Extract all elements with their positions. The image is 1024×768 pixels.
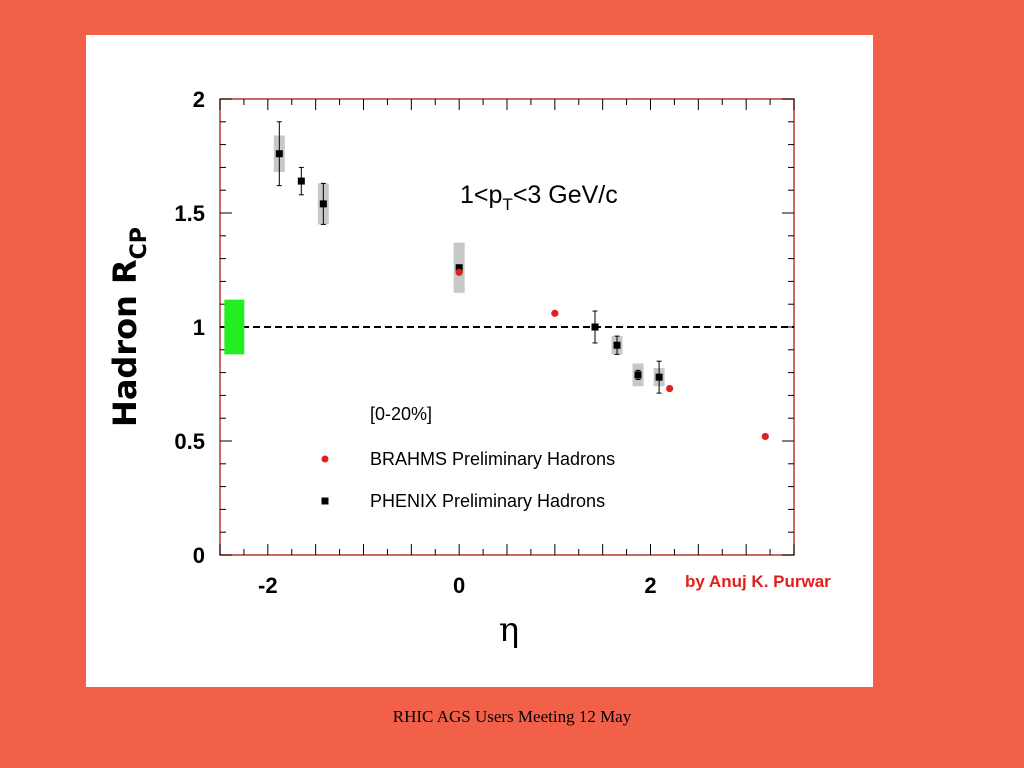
- phenix-point: [297, 177, 305, 185]
- phenix-point: [591, 323, 599, 331]
- data-marks: [273, 121, 769, 441]
- legend-brahms-marker: [321, 455, 329, 463]
- legend-phenix-label: PHENIX Preliminary Hadrons: [370, 491, 605, 511]
- slide-footer: RHIC AGS Users Meeting 12 May: [392, 707, 632, 726]
- y-tick-label: 1.5: [174, 201, 205, 226]
- brahms-point: [455, 268, 463, 276]
- minor-ticks: [219, 98, 795, 556]
- phenix-point: [613, 341, 621, 349]
- author-credit: by Anuj K. Purwar: [685, 572, 831, 591]
- phenix-point: [319, 200, 327, 208]
- phenix-point: [275, 150, 283, 158]
- pt-range-annotation: 1<pT<3 GeV/c: [460, 181, 618, 214]
- x-tick-label: 2: [644, 573, 656, 598]
- x-tick-labels: -2 0 2: [258, 573, 657, 598]
- y-tick-label: 1: [193, 315, 205, 340]
- y-axis-label: Hadron RCP: [106, 227, 152, 427]
- brahms-point: [761, 432, 769, 441]
- y-tick-label: 0.5: [174, 429, 205, 454]
- normalization-band-rect: [224, 299, 245, 355]
- normalization-band: [224, 299, 245, 355]
- x-axis-label: η: [499, 610, 519, 650]
- centrality-label: [0-20%]: [370, 404, 432, 424]
- rcp-chart: 0 0.5 1 1.5 2 -2 0 2 Hadron RCP η 1<pT<3 GeV/c…: [106, 87, 831, 650]
- phenix-point: [455, 264, 463, 272]
- phenix-point: [634, 371, 642, 379]
- y-tick-label: 2: [193, 87, 205, 112]
- legend-brahms-label: BRAHMS Preliminary Hadrons: [370, 449, 615, 469]
- x-tick-label: -2: [258, 573, 278, 598]
- phenix-point: [655, 373, 663, 381]
- y-tick-label: 0: [193, 543, 205, 568]
- brahms-point: [551, 309, 559, 317]
- legend-phenix-marker: [321, 497, 329, 505]
- y-tick-labels: 0 0.5 1 1.5 2: [174, 87, 205, 568]
- brahms-point: [666, 384, 674, 393]
- x-tick-label: 0: [453, 573, 465, 598]
- chart-panel: 0 0.5 1 1.5 2 -2 0 2 Hadron RCP η 1<pT<3 GeV/c…: [86, 35, 873, 687]
